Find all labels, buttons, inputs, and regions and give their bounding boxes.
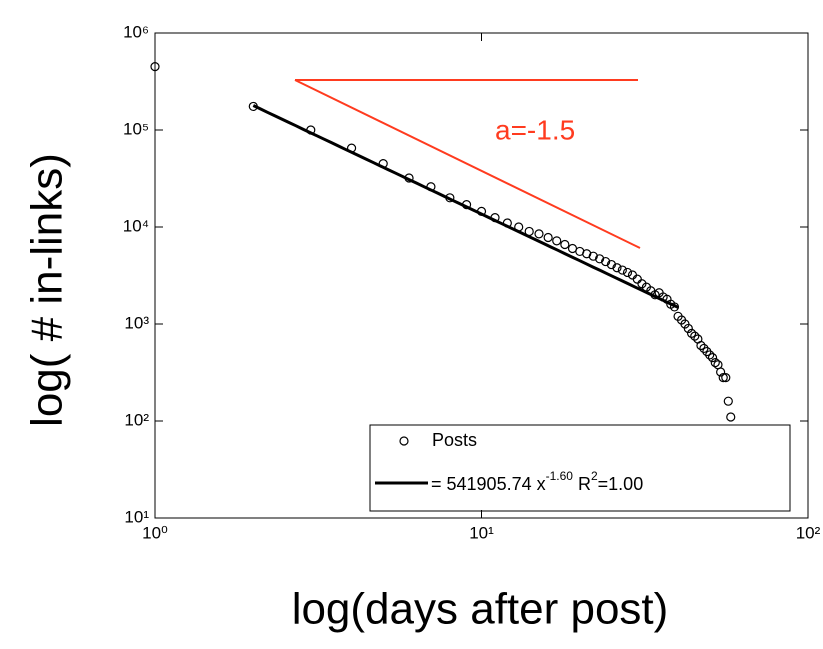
point (534, 229, 544, 239)
point (490, 212, 500, 223)
point (718, 373, 728, 383)
fit-line (252, 104, 679, 309)
y-tick-label: 10¹ (124, 507, 149, 526)
point (582, 249, 592, 259)
point (721, 373, 731, 383)
point (696, 340, 706, 351)
x-tick-label: 10¹ (469, 523, 494, 542)
legend-marker (399, 436, 409, 446)
point (686, 328, 697, 339)
point (248, 101, 258, 112)
point (560, 239, 570, 250)
legend (369, 424, 791, 512)
point (404, 173, 414, 183)
point (514, 222, 524, 232)
y-axis-label: log( # in-links) (23, 153, 72, 427)
legend-label: Posts (432, 430, 477, 450)
annotation-line (294, 79, 641, 249)
point (552, 236, 562, 246)
point (705, 350, 715, 360)
point (707, 353, 718, 363)
point (524, 226, 534, 237)
x-tick-label: 10² (796, 523, 821, 542)
point (502, 218, 512, 228)
point (726, 412, 736, 422)
x-tick-label: 10⁰ (142, 523, 168, 542)
point (445, 193, 455, 203)
legend-label-part: = 541905.74 x (431, 474, 546, 494)
x-axis-label: log(days after post) (292, 585, 669, 634)
point (617, 265, 627, 275)
y-tick-label: 10² (124, 410, 149, 429)
y-tick-label: 10⁵ (123, 119, 149, 138)
legend-label-part: R (573, 474, 591, 494)
point (543, 232, 553, 243)
point (710, 358, 720, 368)
point (723, 396, 733, 406)
point (346, 143, 357, 153)
point (690, 331, 700, 341)
annotation: a=-1.5 (294, 79, 641, 249)
y-tick-label: 10⁶ (123, 22, 149, 41)
point (612, 263, 622, 273)
point (716, 367, 726, 377)
point (595, 254, 605, 264)
point (306, 125, 316, 135)
point (588, 251, 598, 261)
legend-label-part: =1.00 (598, 474, 644, 494)
point (426, 182, 436, 192)
point (683, 323, 693, 334)
y-tick-label: 10⁴ (123, 216, 149, 235)
legend-label: = 541905.74 x-1.60 R2=1.00 (431, 469, 643, 494)
legend-label-part: 2 (591, 469, 598, 483)
point (150, 62, 160, 72)
point (632, 274, 642, 284)
point (461, 200, 472, 210)
point (476, 206, 487, 216)
point (378, 159, 388, 169)
point (601, 256, 611, 267)
annotation-text: a=-1.5 (495, 114, 575, 145)
y-tick-label: 10³ (124, 313, 149, 332)
point (699, 343, 709, 354)
point (622, 267, 633, 278)
legend-label-part: -1.60 (546, 469, 574, 483)
point (669, 302, 680, 312)
